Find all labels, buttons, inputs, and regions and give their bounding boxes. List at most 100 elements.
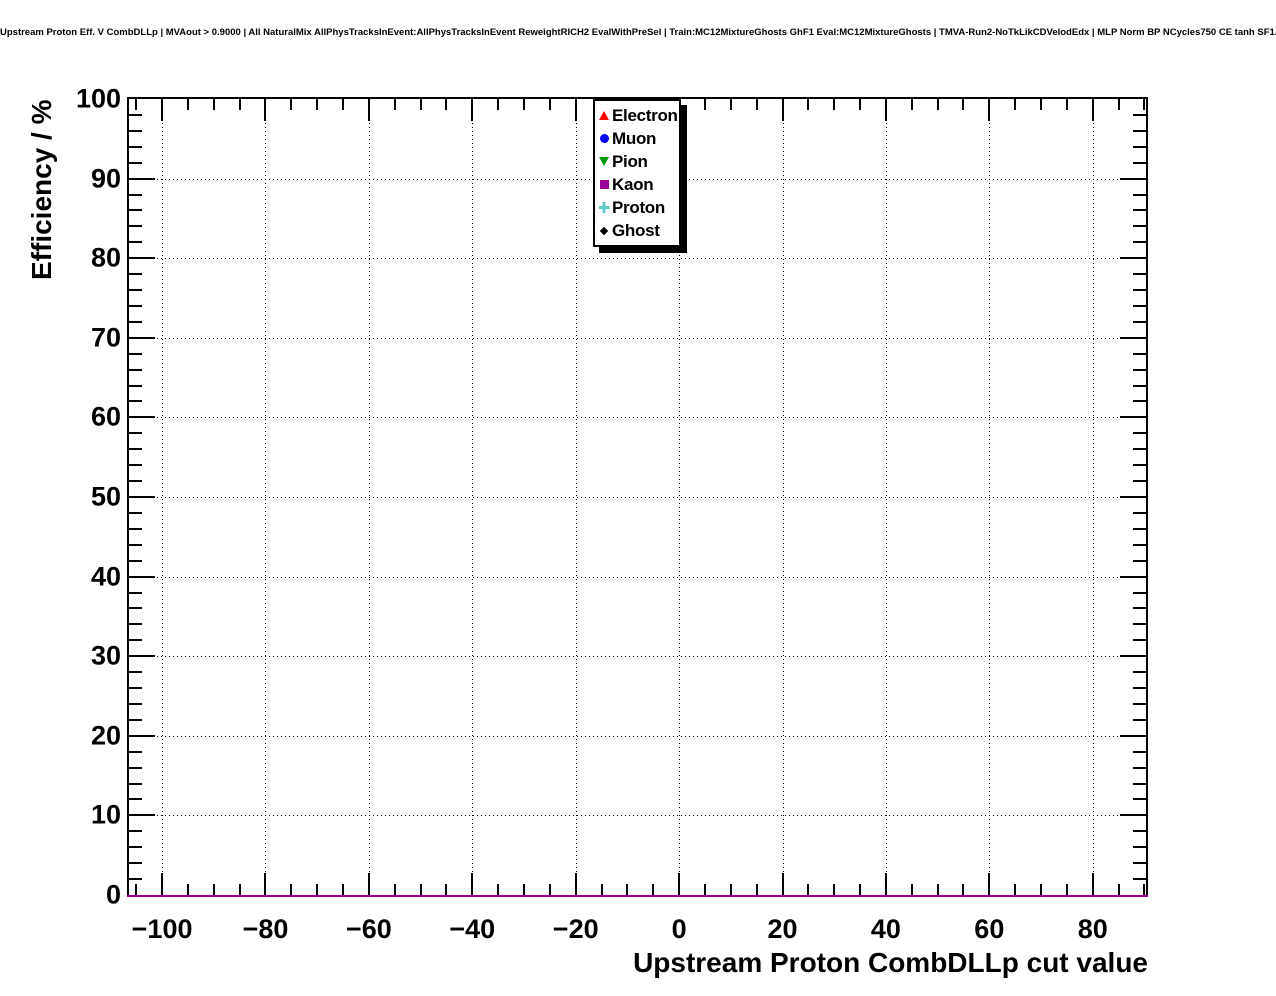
y-tick: [1133, 798, 1146, 801]
y-tick: [129, 432, 142, 435]
legend-entry-pion: Pion: [598, 153, 679, 170]
x-tick: [807, 884, 810, 895]
y-tick: [129, 289, 142, 292]
y-tick: [1133, 320, 1146, 323]
x-tick: [626, 884, 629, 895]
y-tick: [1133, 830, 1146, 833]
y-tick: [1133, 671, 1146, 674]
x-tick: [574, 873, 577, 895]
y-tick: [1133, 241, 1146, 244]
y-tick-label: 20: [90, 720, 121, 751]
y-tick: [129, 129, 142, 132]
y-tick: [1133, 161, 1146, 164]
y-tick: [1133, 129, 1146, 132]
y-tick: [129, 766, 142, 769]
y-tick: [129, 368, 142, 371]
x-tick: [316, 884, 319, 895]
y-tick: [1133, 480, 1146, 483]
x-tick: [833, 884, 836, 895]
legend-label: Electron: [612, 106, 678, 125]
triangle-down-marker-icon: [598, 157, 610, 166]
x-tick: [1091, 873, 1094, 895]
x-tick: [1040, 884, 1043, 895]
x-tick: [678, 873, 681, 895]
x-tick: [807, 99, 810, 110]
y-tick: [1133, 607, 1146, 610]
y-tick: [1133, 718, 1146, 721]
y-tick-label: 70: [90, 322, 121, 353]
legend-entry-ghost: Ghost: [598, 222, 679, 239]
x-tick: [1143, 99, 1146, 110]
x-tick: [1065, 884, 1068, 895]
y-tick: [1133, 209, 1146, 212]
plot-area: [127, 99, 1148, 897]
x-tick: [574, 99, 577, 121]
x-tick: [1014, 99, 1017, 110]
legend-entry-muon: Muon: [598, 130, 679, 147]
x-tick-label: 80: [1077, 914, 1108, 944]
x-tick: [729, 99, 732, 110]
y-tick: [129, 575, 155, 578]
plot-title: Upstream Proton Eff. V CombDLLp | MVAout…: [0, 27, 1276, 38]
x-tick-label: 20: [767, 914, 798, 944]
x-tick: [652, 884, 655, 895]
x-tick: [497, 884, 500, 895]
y-tick: [1120, 257, 1146, 260]
y-tick: [129, 814, 155, 817]
y-tick: [1133, 464, 1146, 467]
x-tick: [884, 99, 887, 121]
y-tick: [1133, 511, 1146, 514]
y-tick: [129, 448, 142, 451]
x-tick: [729, 884, 732, 895]
x-tick: [471, 873, 474, 895]
y-tick-label: 80: [90, 242, 121, 273]
legend-label: Kaon: [612, 175, 654, 194]
x-tick: [161, 99, 164, 121]
legend-box: Electron Muon Pion Kaon Proton Ghost: [593, 99, 681, 247]
x-tick: [523, 99, 525, 110]
y-tick: [129, 527, 142, 530]
x-tick: [1117, 884, 1120, 895]
x-tick: [703, 99, 706, 110]
y-tick: [129, 496, 155, 498]
y-tick: [129, 336, 155, 339]
y-tick-label: 90: [90, 163, 121, 194]
x-tick-label: −100: [131, 914, 193, 944]
legend-label: Muon: [612, 129, 657, 148]
y-tick: [1133, 862, 1146, 865]
x-tick: [962, 884, 965, 895]
x-tick: [212, 99, 215, 110]
y-tick: [1133, 766, 1146, 769]
x-tick: [859, 99, 862, 110]
y-tick: [1120, 655, 1146, 658]
x-tick: [884, 873, 887, 895]
y-tick: [129, 591, 142, 594]
x-tick: [497, 99, 500, 110]
x-tick: [1091, 99, 1094, 121]
y-grid-line: [129, 497, 1146, 498]
y-tick: [129, 273, 142, 276]
x-tick: [910, 99, 913, 110]
x-tick: [367, 99, 370, 121]
x-axis-title: Upstream Proton CombDLLp cut value: [633, 947, 1148, 978]
y-tick: [1133, 273, 1146, 276]
y-tick-label: 10: [90, 799, 121, 830]
x-tick: [936, 99, 939, 110]
y-tick-label: 60: [90, 401, 121, 432]
y-tick: [1133, 448, 1146, 451]
y-tick: [1133, 225, 1146, 228]
y-tick: [129, 145, 142, 148]
y-tick: [129, 559, 142, 562]
y-tick: [129, 480, 142, 483]
y-tick: [1120, 177, 1146, 180]
x-tick: [548, 99, 551, 110]
y-tick: [129, 655, 155, 658]
y-tick: [129, 607, 142, 610]
x-tick: [342, 884, 345, 895]
y-tick: [1133, 289, 1146, 292]
y-tick: [1133, 352, 1146, 355]
y-tick-label: 40: [90, 561, 121, 592]
x-tick: [393, 99, 396, 110]
x-tick: [161, 873, 164, 895]
x-tick: [238, 884, 241, 895]
